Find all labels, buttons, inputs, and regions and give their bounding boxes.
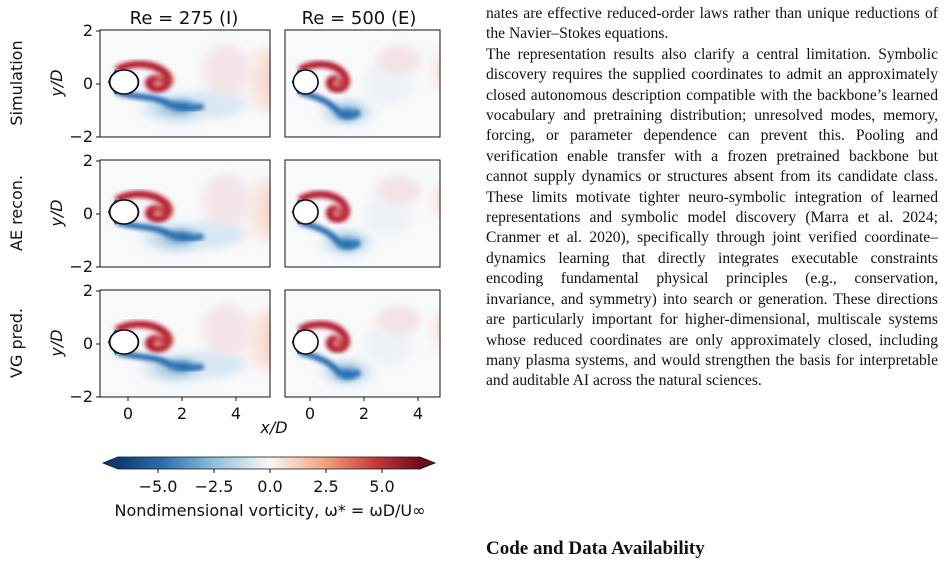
colorbar — [101, 456, 437, 473]
column-title-re500: Re = 500 (E) — [302, 8, 417, 29]
row-label-vg-pred: VG pred. — [7, 308, 26, 378]
ytick-r2-bot: −2 — [69, 257, 93, 276]
section-heading-code-data: Code and Data Availability — [486, 538, 705, 559]
paragraph-limitations: The representation results also clarify … — [486, 45, 938, 390]
cbar-tick-2-5: 2.5 — [313, 477, 338, 496]
xtick-c1-4: 4 — [231, 404, 241, 423]
cbar-tick-neg2-5: −2.5 — [195, 477, 234, 496]
xtick-c1-2: 2 — [177, 404, 187, 423]
row-label-simulation: Simulation — [7, 40, 26, 125]
ylabel-row1: y/D — [47, 69, 66, 97]
xtick-c2-0: 0 — [305, 404, 315, 423]
panel-row2-col2 — [284, 159, 441, 268]
panel-row3-col2 — [284, 289, 441, 398]
vorticity-figure: Re = 275 (I) Re = 500 (E) Simulation AE … — [0, 0, 470, 566]
xtick-c1-0: 0 — [123, 404, 133, 423]
ytick-r1-bot: −2 — [69, 127, 93, 146]
row-label-ae-recon: AE recon. — [7, 175, 26, 251]
ytick-r3-bot: −2 — [69, 387, 93, 406]
xtick-c2-4: 4 — [413, 404, 423, 423]
ytick-r2-mid: 0 — [83, 204, 93, 223]
ytick-r1-mid: 0 — [83, 74, 93, 93]
xlabel: x/D — [259, 418, 287, 437]
ytick-r3-top: 2 — [83, 281, 93, 300]
cbar-tick-neg5: −5.0 — [139, 477, 178, 496]
paragraph-continuation: nates are effective reduced-order laws r… — [486, 5, 938, 43]
panel-row1-col2 — [284, 29, 441, 138]
ytick-r3-mid: 0 — [83, 334, 93, 353]
ytick-r1-top: 2 — [83, 21, 93, 40]
cbar-tick-5: 5.0 — [369, 477, 394, 496]
ytick-r2-top: 2 — [83, 151, 93, 170]
ylabel-row2: y/D — [47, 199, 66, 227]
cbar-tick-0: 0.0 — [257, 477, 282, 496]
colorbar-label: Nondimensional vorticity, ω* = ωD/U∞ — [115, 501, 426, 520]
column-title-re275: Re = 275 (I) — [130, 8, 239, 29]
xtick-c2-2: 2 — [359, 404, 369, 423]
body-text-column: nates are effective reduced-order laws r… — [486, 4, 938, 392]
ylabel-row3: y/D — [47, 329, 66, 357]
